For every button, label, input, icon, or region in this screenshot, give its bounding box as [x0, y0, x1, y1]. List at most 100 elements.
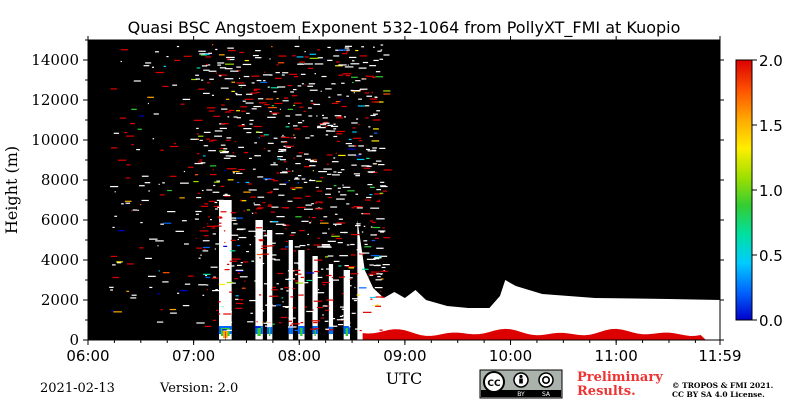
- signal-speck: [370, 114, 376, 117]
- signal-speck: [336, 61, 340, 63]
- signal-speck: [315, 186, 319, 189]
- signal-speck: [251, 75, 260, 77]
- signal-speck: [379, 192, 384, 194]
- signal-speck: [289, 73, 298, 75]
- signal-speck: [223, 313, 231, 315]
- signal-speck: [267, 205, 272, 207]
- signal-speck: [183, 55, 192, 57]
- signal-speck: [230, 265, 235, 267]
- signal-speck: [383, 169, 392, 171]
- signal-speck: [240, 106, 248, 108]
- signal-speck: [258, 294, 262, 296]
- signal-speck: [177, 292, 180, 294]
- signal-speck: [236, 66, 241, 68]
- signal-speck: [255, 50, 261, 52]
- signal-speck: [117, 230, 125, 232]
- signal-speck: [218, 74, 227, 76]
- signal-speck: [342, 184, 344, 186]
- signal-speck: [169, 308, 177, 311]
- signal-speck: [204, 235, 209, 237]
- signal-speck: [304, 84, 306, 86]
- heatmap-layer: [109, 44, 720, 340]
- signal-speck: [364, 92, 370, 94]
- signal-speck: [286, 168, 288, 170]
- signal-speck: [373, 59, 379, 62]
- signal-speck: [375, 160, 382, 162]
- signal-speck: [219, 306, 223, 308]
- signal-speck: [235, 92, 238, 95]
- signal-speck: [240, 299, 243, 301]
- signal-speck: [113, 311, 122, 313]
- signal-speck: [250, 196, 256, 198]
- signal-speck: [196, 322, 205, 324]
- signal-speck: [346, 244, 350, 246]
- signal-speck: [137, 209, 139, 211]
- signal-speck: [240, 262, 243, 264]
- signal-speck: [230, 70, 239, 72]
- streak-base: [224, 332, 226, 340]
- signal-speck: [292, 287, 295, 290]
- signal-speck: [213, 181, 220, 183]
- signal-speck: [226, 168, 232, 170]
- signal-speck: [224, 195, 230, 197]
- signal-speck: [316, 292, 325, 294]
- signal-speck: [305, 204, 312, 206]
- signal-speck: [372, 113, 378, 115]
- signal-speck: [223, 148, 228, 150]
- signal-speck: [351, 122, 358, 124]
- signal-speck: [338, 154, 346, 157]
- signal-speck: [229, 260, 237, 262]
- signal-speck: [212, 191, 220, 193]
- signal-speck: [267, 192, 273, 194]
- signal-speck: [276, 172, 280, 174]
- signal-speck: [221, 123, 229, 125]
- signal-speck: [322, 114, 325, 116]
- signal-speck: [224, 193, 228, 195]
- signal-speck: [277, 272, 284, 275]
- signal-speck: [308, 159, 311, 161]
- signal-speck: [167, 211, 176, 213]
- by-icon-head: [519, 374, 523, 379]
- signal-speck: [326, 299, 334, 301]
- colorbar-tick-label: 1.5: [759, 117, 783, 135]
- signal-speck: [243, 128, 252, 130]
- signal-speck: [366, 258, 376, 260]
- signal-speck: [352, 60, 355, 62]
- signal-speck: [207, 223, 209, 225]
- signal-speck: [196, 133, 199, 135]
- signal-speck: [352, 81, 354, 84]
- signal-speck: [305, 272, 315, 274]
- signal-speck: [181, 220, 187, 222]
- signal-speck: [244, 98, 254, 100]
- signal-speck: [331, 235, 340, 237]
- y-axis-label: Height (m): [2, 146, 21, 234]
- signal-speck: [211, 139, 217, 141]
- signal-speck: [270, 112, 280, 114]
- x-axis: 06:00 07:00 08:00 09:00 10:00 11:00 11:59: [66, 36, 742, 365]
- signal-speck: [358, 124, 360, 126]
- signal-speck: [375, 264, 381, 266]
- signal-speck: [322, 284, 326, 286]
- signal-speck: [265, 304, 272, 306]
- signal-speck: [362, 311, 372, 313]
- chart-title: Quasi BSC Angstoem Exponent 532-1064 fro…: [128, 18, 681, 38]
- signal-speck: [305, 158, 311, 160]
- signal-speck: [373, 258, 380, 260]
- signal-speck: [343, 116, 347, 118]
- signal-speck: [278, 322, 282, 324]
- signal-speck: [226, 58, 231, 60]
- signal-speck: [131, 108, 137, 110]
- signal-speck: [282, 72, 289, 74]
- signal-speck: [220, 147, 226, 150]
- signal-speck: [256, 321, 258, 323]
- signal-speck: [197, 161, 203, 163]
- signal-speck: [234, 217, 243, 219]
- signal-speck: [220, 185, 225, 187]
- signal-speck: [214, 248, 216, 250]
- signal-speck: [205, 276, 210, 279]
- signal-speck: [294, 246, 301, 248]
- signal-speck: [287, 200, 293, 202]
- signal-speck: [282, 301, 284, 303]
- signal-speck: [263, 178, 272, 180]
- signal-speck: [351, 207, 355, 209]
